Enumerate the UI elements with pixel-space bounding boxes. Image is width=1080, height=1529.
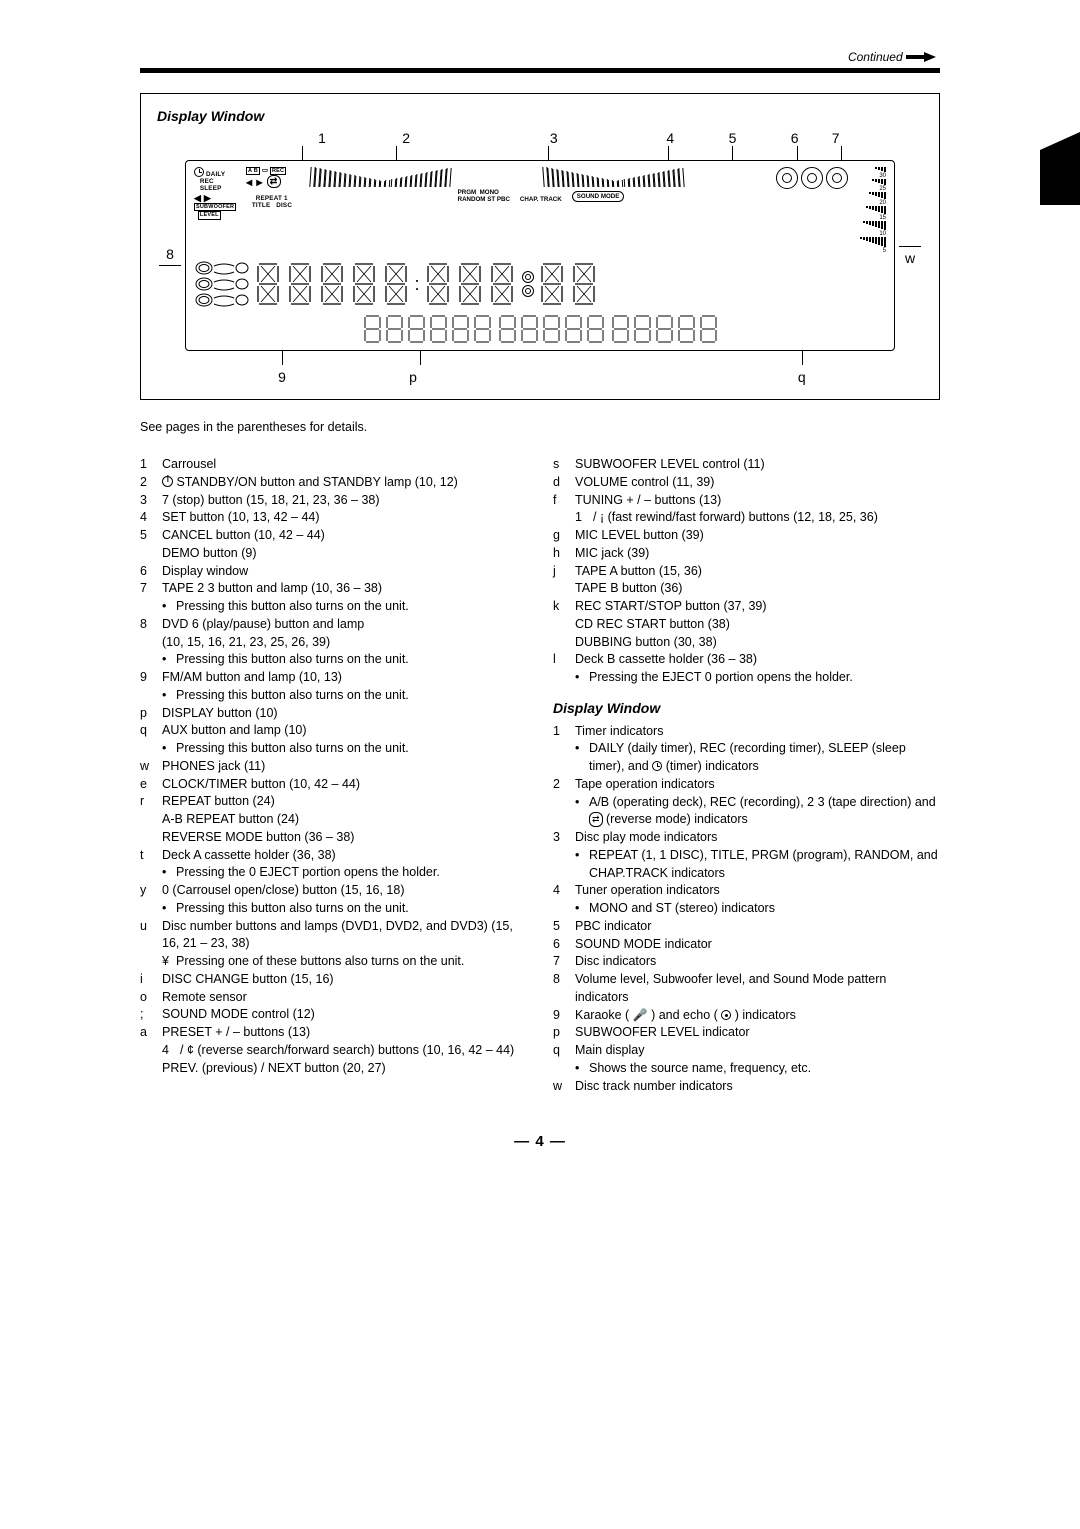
list-item: fTUNING + / – buttons (13) [553, 492, 940, 510]
lcd-panel: DAILY REC SLEEP ◀ ▶ SUBWOOFER LEVEL A B … [185, 160, 895, 351]
callout-4: 4 [639, 130, 701, 146]
list-item: pSUBWOOFER LEVEL indicator [553, 1024, 940, 1042]
continued-label: Continued [848, 50, 903, 64]
list-item: eCLOCK/TIMER button (10, 42 – 44) [140, 776, 527, 794]
list-item: y0 (Carrousel open/close) button (15, 16… [140, 882, 527, 900]
diagram-title: Display Window [157, 108, 925, 124]
list-item: 37 (stop) button (15, 18, 21, 23, 36 – 3… [140, 492, 527, 510]
section-title: Display Window [553, 699, 940, 719]
right-column: sSUBWOOFER LEVEL control (11)dVOLUME con… [553, 456, 940, 1095]
list-item: pDISPLAY button (10) [140, 705, 527, 723]
list-item: 8Volume level, Subwoofer level, and Soun… [553, 971, 940, 1007]
list-item: rREPEAT button (24)A-B REPEAT button (24… [140, 793, 527, 846]
callout-9: 9 [155, 369, 409, 385]
edge-tab [1040, 150, 1080, 205]
list-item: 1Timer indicators [553, 723, 940, 741]
list-item: wDisc track number indicators [553, 1078, 940, 1096]
left-column: 1Carrousel2 STANDBY/ON button and STANDB… [140, 456, 527, 1095]
list-item: jTAPE A button (15, 36)TAPE B button (36… [553, 563, 940, 599]
rule-top [140, 68, 940, 73]
list-item: aPRESET + / – buttons (13) [140, 1024, 527, 1042]
diagram-top-callouts: 1 2 3 4 5 6 7 [155, 130, 925, 146]
callout-6: 6 [764, 130, 826, 146]
list-item: kREC START/STOP button (37, 39)CD REC ST… [553, 598, 940, 651]
list-item: 4Tuner operation indicators [553, 882, 940, 900]
list-item: oRemote sensor [140, 989, 527, 1007]
callout-p: p [409, 369, 463, 385]
list-item: 3Disc play mode indicators [553, 829, 940, 847]
callout-w: w [905, 250, 915, 266]
list-item: 8DVD 6 (play/pause) button and lamp(10, … [140, 616, 527, 652]
callout-7: 7 [826, 130, 925, 146]
list-item: 7Disc indicators [553, 953, 940, 971]
list-item: sSUBWOOFER LEVEL control (11) [553, 456, 940, 474]
list-item: 9Karaoke ( 🎤 ) and echo ( ) indicators [553, 1007, 940, 1025]
list-item: ;SOUND MODE control (12) [140, 1006, 527, 1024]
list-item: wPHONES jack (11) [140, 758, 527, 776]
list-item: qMain display [553, 1042, 940, 1060]
list-item: 4SET button (10, 13, 42 – 44) [140, 509, 527, 527]
callout-3: 3 [468, 130, 639, 146]
callout-1: 1 [155, 130, 344, 146]
list-item: tDeck A cassette holder (36, 38) [140, 847, 527, 865]
intro-text: See pages in the parentheses for details… [140, 420, 940, 434]
callout-q: q [679, 369, 925, 385]
list-item: 5CANCEL button (10, 42 – 44)DEMO button … [140, 527, 527, 563]
page-number: — 4 — [140, 1133, 940, 1150]
list-item: 6Display window [140, 563, 527, 581]
list-item: lDeck B cassette holder (36 – 38) [553, 651, 940, 669]
list-item: 9FM/AM button and lamp (10, 13) [140, 669, 527, 687]
list-item: 2 STANDBY/ON button and STANDBY lamp (10… [140, 474, 527, 492]
list-item: qAUX button and lamp (10) [140, 722, 527, 740]
list-item: 5PBC indicator [553, 918, 940, 936]
callout-2: 2 [344, 130, 468, 146]
list-item: 7TAPE 2 3 button and lamp (10, 36 – 38) [140, 580, 527, 598]
list-item: gMIC LEVEL button (39) [553, 527, 940, 545]
list-item: 2Tape operation indicators [553, 776, 940, 794]
callout-5: 5 [701, 130, 763, 146]
list-item: hMIC jack (39) [553, 545, 940, 563]
display-window-diagram: Display Window 1 2 3 4 5 6 7 8 DAILY REC… [140, 93, 940, 400]
list-item: 1Carrousel [140, 456, 527, 474]
list-item: uDisc number buttons and lamps (DVD1, DV… [140, 918, 527, 954]
list-item: 6SOUND MODE indicator [553, 936, 940, 954]
list-item: iDISC CHANGE button (15, 16) [140, 971, 527, 989]
list-item: dVOLUME control (11, 39) [553, 474, 940, 492]
callout-8: 8 [166, 246, 174, 262]
